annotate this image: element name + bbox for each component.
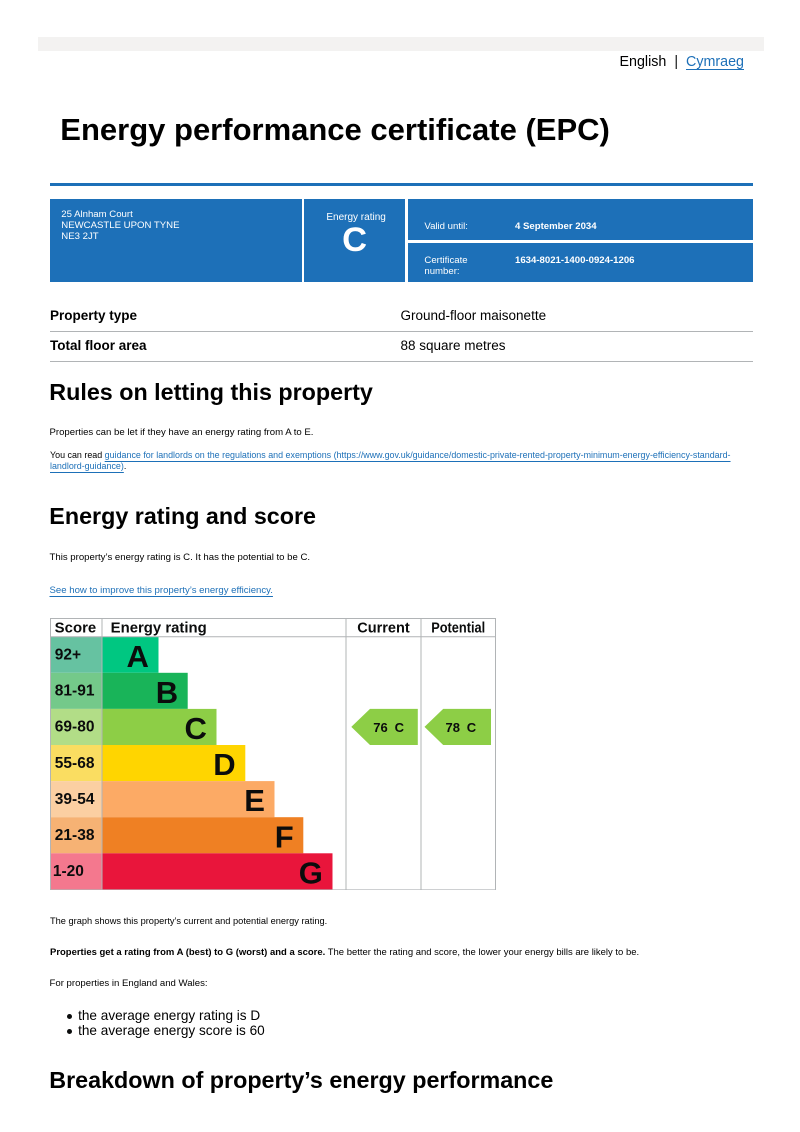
svg-text:Score: Score: [54, 620, 95, 636]
svg-text:F: F: [274, 819, 293, 854]
svg-text:Current: Current: [357, 620, 410, 636]
svg-text:C: C: [394, 720, 404, 735]
svg-text:1-20: 1-20: [52, 863, 83, 880]
svg-text:39-54: 39-54: [54, 790, 94, 807]
svg-text:B: B: [155, 674, 177, 709]
svg-text:G: G: [298, 855, 322, 890]
svg-text:92+: 92+: [54, 646, 80, 663]
svg-text:E: E: [244, 783, 265, 818]
svg-text:55-68: 55-68: [54, 754, 94, 771]
svg-text:Potential: Potential: [431, 620, 485, 636]
svg-text:81-91: 81-91: [54, 682, 94, 699]
svg-text:C: C: [466, 720, 476, 735]
svg-text:D: D: [213, 747, 235, 782]
svg-text:78: 78: [445, 720, 459, 735]
svg-text:Energy rating: Energy rating: [110, 620, 206, 636]
svg-text:A: A: [126, 638, 148, 673]
svg-text:76: 76: [373, 720, 387, 735]
svg-text:21-38: 21-38: [54, 827, 94, 844]
svg-text:69-80: 69-80: [54, 718, 94, 735]
svg-text:C: C: [184, 711, 206, 746]
